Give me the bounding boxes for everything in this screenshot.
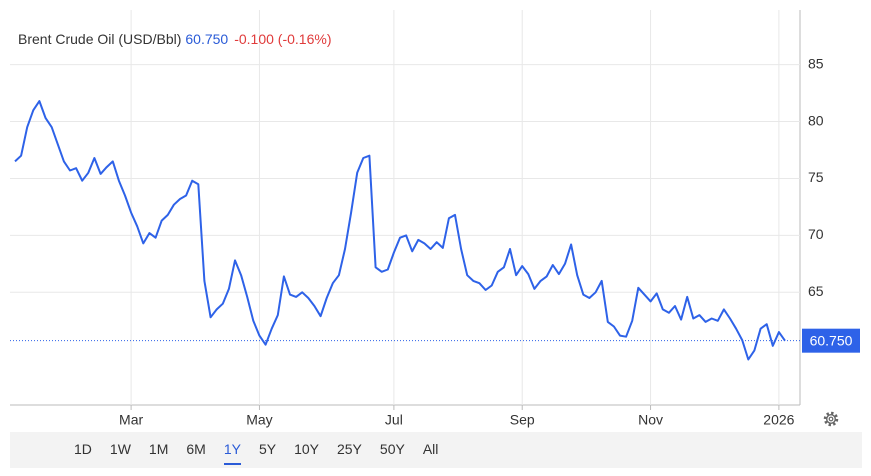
range-button[interactable]: 5Y	[258, 441, 277, 457]
x-tick-label: Jul	[385, 412, 403, 428]
range-button[interactable]: 1M	[148, 441, 169, 457]
y-tick-label: 70	[808, 226, 824, 242]
range-button[interactable]: 1W	[109, 441, 131, 457]
price-line	[14, 100, 786, 361]
last-price: 60.750	[185, 31, 228, 47]
chart-header: Brent Crude Oil (USD/Bbl) 60.750 -0.100 (-…	[18, 31, 332, 47]
chart: Brent Crude Oil (USD/Bbl) 60.750 -0.100 (-…	[10, 10, 860, 428]
y-tick-label: 85	[808, 55, 824, 71]
y-tick-label: 80	[808, 112, 824, 128]
x-tick-label: Mar	[119, 412, 143, 428]
settings-icon[interactable]	[823, 411, 839, 427]
chart-title: Brent Crude Oil (USD/Bbl)	[18, 31, 181, 47]
y-tick-label: 75	[808, 169, 824, 185]
y-tick-label: 65	[808, 283, 824, 299]
range-button[interactable]: All	[422, 441, 439, 457]
range-button[interactable]: 1D	[74, 441, 92, 457]
x-tick-label: Sep	[510, 412, 535, 428]
x-tick-label: May	[246, 412, 272, 428]
range-button[interactable]: 6M	[186, 441, 206, 457]
last-price-label: 60.750	[810, 332, 853, 348]
x-tick-label: Nov	[638, 412, 663, 428]
range-button[interactable]: 1Y	[223, 435, 241, 465]
x-tick-label: 2026	[763, 412, 794, 428]
range-button[interactable]: 25Y	[336, 441, 362, 457]
range-button[interactable]: 50Y	[379, 441, 405, 457]
price-change: -0.100 (-0.16%)	[234, 31, 331, 47]
last-price-badge	[802, 328, 860, 353]
range-bar: 1D 1W 1M 6M 1Y 5Y 10Y 25Y 50Y All	[10, 432, 862, 468]
range-button[interactable]: 10Y	[294, 441, 319, 457]
